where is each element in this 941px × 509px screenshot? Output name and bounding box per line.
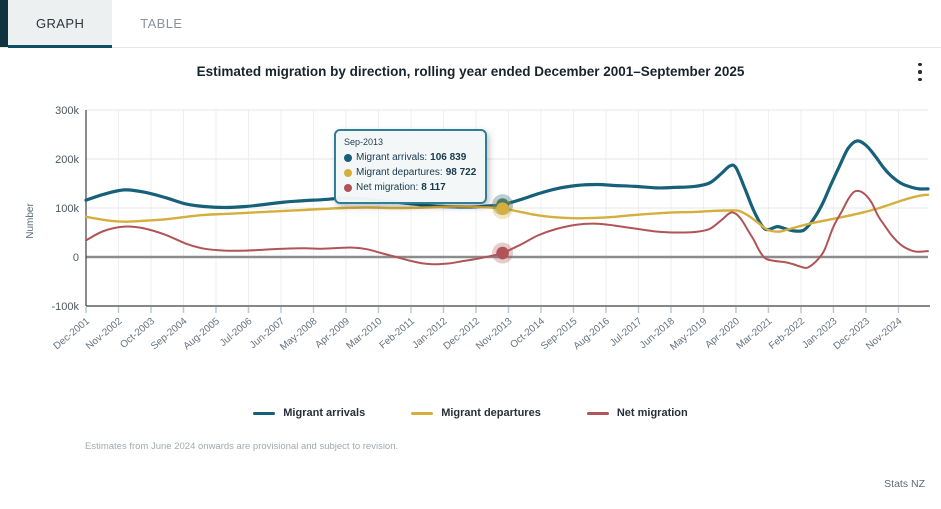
svg-text:Nov-2013: Nov-2013 [474, 316, 515, 353]
svg-text:0: 0 [73, 252, 79, 264]
provisional-footnote: Estimates from June 2024 onwards are pro… [85, 441, 399, 452]
tooltip-row-departures: Migrant departures: 98 722 [344, 165, 477, 180]
tooltip-net-value: 8 117 [421, 182, 446, 193]
svg-text:-100k: -100k [51, 301, 79, 313]
svg-text:Nov-2002: Nov-2002 [84, 316, 125, 353]
chart-tooltip: Sep-2013 Migrant arrivals: 106 839 Migra… [334, 129, 487, 204]
legend-item-net[interactable]: Net migration [586, 407, 688, 419]
kebab-menu-icon[interactable] [911, 58, 929, 86]
svg-text:100k: 100k [55, 203, 79, 215]
tooltip-date: Sep-2013 [344, 137, 384, 147]
tooltip-departures-label: Migrant departures: [356, 167, 443, 178]
tab-table-label: TABLE [140, 16, 183, 31]
tab-graph-label: GRAPH [36, 16, 85, 31]
legend-departures-label: Migrant departures [441, 407, 541, 419]
tab-bar: GRAPH TABLE [0, 0, 941, 48]
legend-net-label: Net migration [616, 407, 688, 419]
tooltip-arrivals-label: Migrant arrivals: [356, 152, 428, 163]
svg-text:Number: Number [25, 203, 36, 239]
chart-legend: Migrant arrivals Migrant departures Net … [0, 399, 941, 427]
net-dot-icon [344, 183, 352, 192]
svg-text:May-2019: May-2019 [668, 316, 709, 353]
svg-text:Aug-2016: Aug-2016 [572, 316, 613, 353]
tooltip-departures-value: 98 722 [445, 167, 477, 178]
svg-text:300k: 300k [55, 105, 79, 117]
legend-item-arrivals[interactable]: Migrant arrivals [253, 407, 365, 419]
stats-nz-attribution: Stats NZ [884, 478, 925, 490]
tooltip-row-net: Net migration: 8 117 [344, 180, 477, 195]
title-row: Estimated migration by direction, rollin… [0, 48, 941, 95]
page-title: Estimated migration by direction, rollin… [196, 64, 745, 79]
svg-text:Nov-2024: Nov-2024 [864, 316, 905, 353]
svg-text:200k: 200k [55, 154, 79, 166]
svg-text:May-2008: May-2008 [278, 316, 319, 353]
legend-item-departures[interactable]: Migrant departures [411, 407, 541, 419]
departures-line-swatch [411, 411, 434, 415]
svg-text:Feb-2011: Feb-2011 [378, 316, 418, 352]
legend-arrivals-label: Migrant arrivals [283, 407, 366, 419]
left-accent-bar [0, 0, 8, 47]
tooltip-arrivals-value: 106 839 [430, 152, 467, 163]
svg-text:Feb-2022: Feb-2022 [767, 316, 807, 352]
tooltip-net-label: Net migration: [356, 182, 419, 193]
tab-table[interactable]: TABLE [112, 0, 210, 47]
tooltip-row-arrivals: Migrant arrivals: 106 839 [344, 150, 477, 165]
svg-text:Mar-2010: Mar-2010 [345, 316, 385, 352]
migration-chart[interactable]: Dec-2001Nov-2002Oct-2003Sep-2004Aug-2005… [0, 95, 941, 387]
svg-text:Aug-2005: Aug-2005 [182, 316, 223, 353]
arrivals-dot-icon [344, 153, 352, 162]
arrivals-line-swatch [253, 411, 276, 415]
departures-dot-icon [344, 168, 352, 177]
chart-area: Dec-2001 Nov-2002 Oct-2003 Sep-2004 Aug-2005… [0, 95, 941, 387]
net-line-swatch [586, 411, 609, 415]
tab-graph[interactable]: GRAPH [8, 0, 113, 48]
